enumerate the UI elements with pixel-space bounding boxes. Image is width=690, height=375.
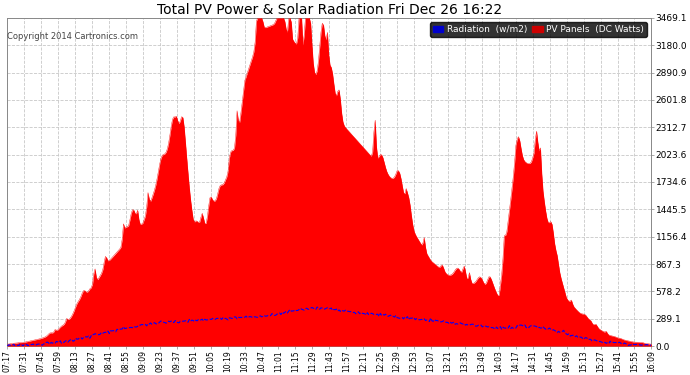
Title: Total PV Power & Solar Radiation Fri Dec 26 16:22: Total PV Power & Solar Radiation Fri Dec… <box>157 3 502 17</box>
Legend: Radiation  (w/m2), PV Panels  (DC Watts): Radiation (w/m2), PV Panels (DC Watts) <box>430 22 647 37</box>
Text: Copyright 2014 Cartronics.com: Copyright 2014 Cartronics.com <box>7 32 138 41</box>
